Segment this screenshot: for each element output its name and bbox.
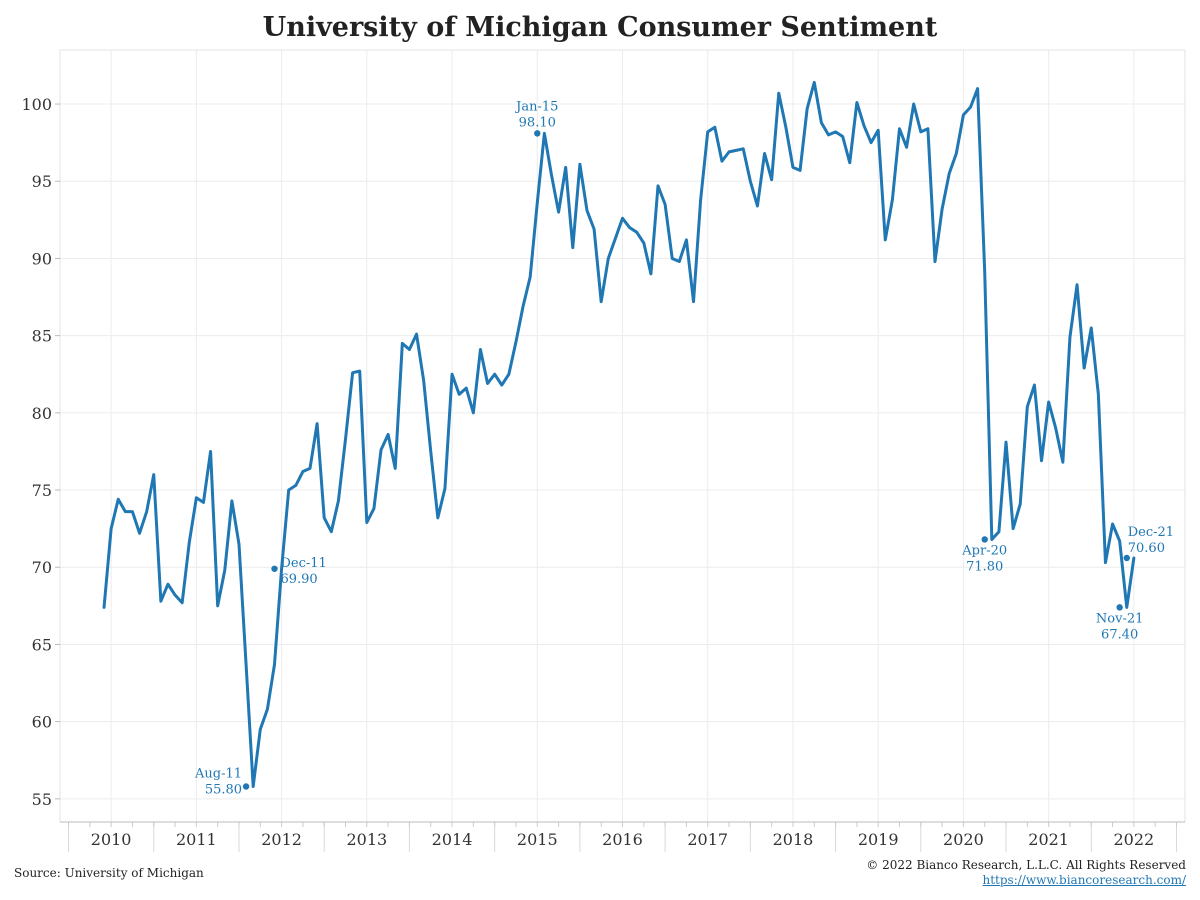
annotation-marker [271, 565, 278, 572]
x-tick-label: 2010 [91, 830, 132, 849]
x-tick-label: 2020 [943, 830, 984, 849]
annotation-date-label: Apr-20 [961, 543, 1007, 558]
annotation-date-label: Aug-11 [194, 766, 242, 781]
axes: 55 60 65 70 75 80 85 90 95 100 2010 2011 2012 2013 201… [21, 95, 1185, 852]
x-tick-label: 2013 [346, 830, 387, 849]
x-tick-label: 2015 [517, 830, 558, 849]
source-note: Source: University of Michigan [14, 866, 204, 880]
x-tick-label: 2022 [1114, 830, 1155, 849]
x-tick-label: 2011 [176, 830, 217, 849]
y-tick-label: 70 [32, 558, 52, 577]
annotation-value-label: 70.60 [1128, 541, 1165, 556]
x-tick-label: 2021 [1028, 830, 1069, 849]
x-tick-label: 2018 [773, 830, 814, 849]
x-tick-label: 2016 [602, 830, 643, 849]
y-tick-label: 75 [32, 481, 52, 500]
grid-lines [60, 50, 1185, 822]
y-tick-label: 85 [32, 327, 52, 346]
annotations: Aug-1155.80Dec-1169.90Jan-1598.10Apr-207… [194, 99, 1174, 797]
x-tick-label: 2017 [687, 830, 728, 849]
annotation-date-label: Jan-15 [514, 99, 558, 114]
y-tick-label: 95 [32, 172, 52, 191]
annotation-date-label: Dec-21 [1128, 525, 1174, 540]
x-tick-label: 2019 [858, 830, 899, 849]
y-tick-label: 80 [32, 404, 52, 423]
annotation-date-label: Dec-11 [280, 556, 326, 571]
x-tick-label: 2014 [432, 830, 473, 849]
y-tick-label: 90 [32, 249, 52, 268]
annotation-marker [242, 783, 250, 790]
annotation-marker [981, 536, 988, 543]
x-tick-label: 2012 [261, 830, 302, 849]
y-tick-label: 60 [32, 713, 52, 732]
annotation-value-label: 98.10 [519, 115, 556, 130]
annotation-value-label: 55.80 [205, 782, 242, 797]
y-tick-label: 100 [21, 95, 52, 114]
website-link[interactable]: https://www.biancoresearch.com/ [982, 873, 1186, 887]
annotation-marker [534, 130, 541, 137]
copyright-text: © 2022 Bianco Research, L.L.C. All Right… [866, 858, 1186, 872]
annotation-marker [1123, 554, 1130, 562]
annotation-value-label: 69.90 [280, 572, 317, 587]
y-tick-label: 65 [32, 635, 52, 654]
copyright-block: © 2022 Bianco Research, L.L.C. All Right… [866, 858, 1186, 888]
y-tick-label: 55 [32, 790, 52, 809]
annotation-marker [1116, 604, 1123, 611]
series-layer [102, 80, 1136, 788]
annotation-value-label: 67.40 [1101, 627, 1138, 642]
annotation-value-label: 71.80 [966, 559, 1003, 574]
annotation-date-label: Nov-21 [1096, 611, 1143, 626]
chart-title: University of Michigan Consumer Sentimen… [262, 12, 938, 43]
series-line [102, 80, 1136, 788]
